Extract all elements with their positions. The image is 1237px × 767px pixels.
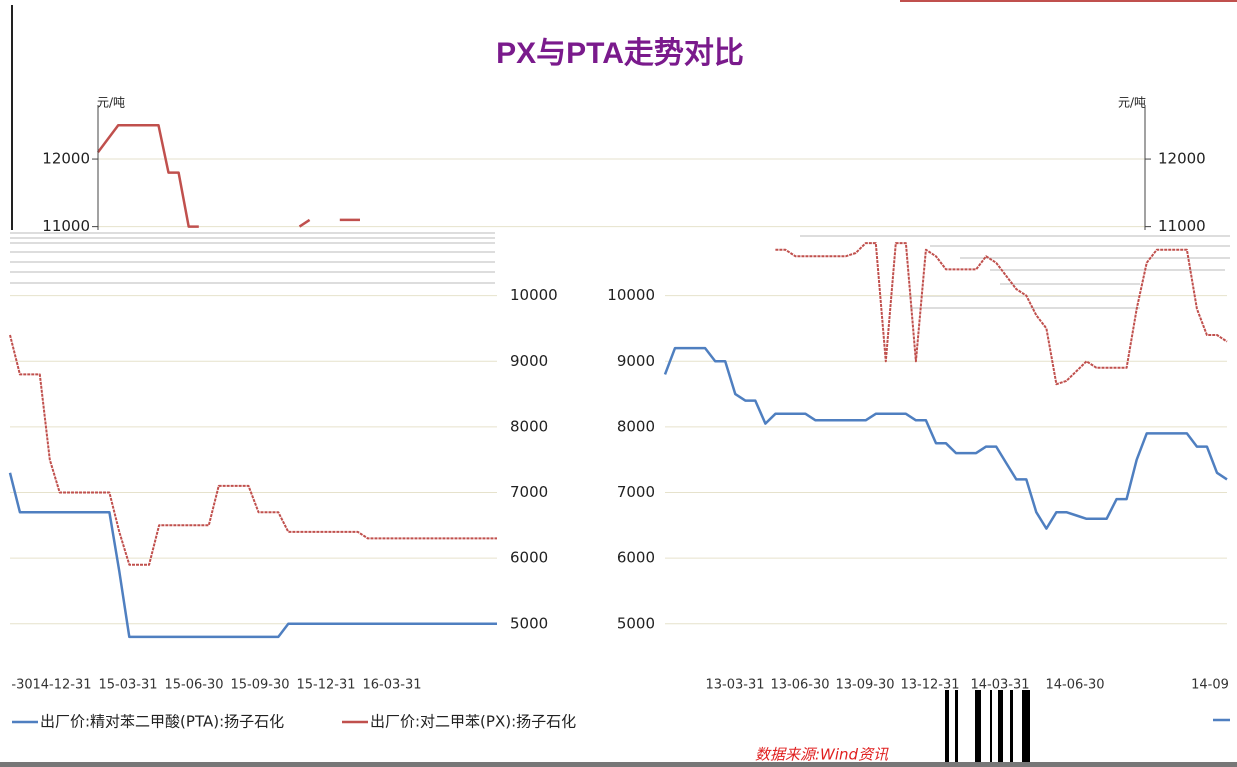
y-tick-label: 9000	[510, 352, 548, 370]
render-glitch-lines	[10, 232, 1230, 309]
x-tick-label: 13-06-30	[770, 678, 829, 693]
series-line	[9, 334, 497, 566]
y-tick-label: 8000	[510, 417, 548, 435]
y-tick-label: 11000	[42, 217, 90, 235]
bottom-bar	[0, 762, 1237, 767]
y2-tick-label: 11000	[1158, 217, 1206, 235]
x-tick-label: 15-06-30	[164, 678, 223, 693]
x-tick-label: 13-12-31	[900, 678, 959, 693]
legend-label: 出厂价:精对苯二甲酸(PTA):扬子石化	[40, 713, 284, 731]
plot-area	[663, 242, 1228, 625]
x-tick-label: -30	[11, 678, 32, 693]
y-axis-label: 元/吨	[97, 96, 125, 110]
series-line	[8, 472, 497, 639]
series-line	[775, 242, 1228, 386]
y-tick-label: 5000	[510, 614, 548, 632]
x-tick-label: 13-03-31	[705, 678, 764, 693]
y-tick-label: 6000	[617, 549, 655, 567]
chart-title: PX与PTA走势对比	[496, 37, 744, 70]
plot-area	[8, 295, 497, 639]
y-tick-label: 6000	[510, 549, 548, 567]
y-tick-label: 12000	[42, 150, 90, 168]
plot-area	[96, 124, 1145, 228]
y-tick-label: 10000	[510, 286, 558, 304]
source-note: 数据来源:Wind资讯	[755, 746, 889, 764]
x-tick-label: 14-06-30	[1045, 678, 1104, 693]
x-tick-label: 15-09-30	[230, 678, 289, 693]
series-line	[663, 346, 1228, 530]
y-tick-label: 9000	[617, 352, 655, 370]
x-tick-label: 14-09	[1191, 678, 1229, 693]
render-glitch-bars	[945, 690, 1030, 767]
x-tick-label: 13-09-30	[835, 678, 894, 693]
y-tick-label: 8000	[617, 417, 655, 435]
x-tick-label: 14-12-31	[32, 678, 91, 693]
x-tick-label: 16-03-31	[362, 678, 421, 693]
x-tick-label: 15-12-31	[296, 678, 355, 693]
y-tick-label: 10000	[607, 286, 655, 304]
y-tick-label: 5000	[617, 614, 655, 632]
y2-tick-label: 12000	[1158, 150, 1206, 168]
y-tick-label: 7000	[510, 483, 548, 501]
legend-label: 出厂价:对二甲苯(PX):扬子石化	[370, 713, 576, 731]
series-line	[96, 124, 360, 228]
x-tick-label: 14-03-31	[970, 678, 1029, 693]
y2-axis-label: 元/吨	[1118, 96, 1146, 110]
y-tick-label: 7000	[617, 483, 655, 501]
x-tick-label: 15-03-31	[98, 678, 157, 693]
